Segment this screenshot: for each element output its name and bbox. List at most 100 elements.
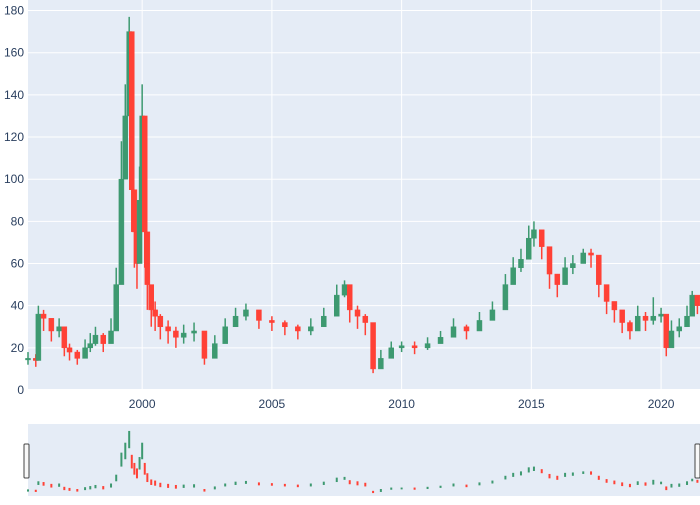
x-tick-label: 2005	[259, 397, 286, 411]
candle	[531, 221, 537, 247]
y-tick-label: 20	[11, 341, 25, 355]
candle-body	[66, 347, 73, 353]
candle-body	[165, 326, 171, 332]
candle-body	[180, 332, 187, 338]
candle	[370, 322, 376, 374]
candle	[546, 246, 553, 289]
candle-body	[526, 237, 532, 260]
candle	[282, 320, 288, 336]
candle-body	[642, 315, 649, 321]
candle-body	[222, 326, 228, 344]
candle-body	[437, 337, 444, 344]
candle-body	[658, 313, 664, 317]
candle	[476, 312, 483, 332]
candle-body	[191, 330, 197, 334]
candle-body	[113, 284, 119, 332]
candle-body	[476, 320, 483, 332]
candle	[510, 257, 516, 285]
candle-body	[295, 326, 301, 332]
y-axis-ticks: 0 20 40 60 80 100 120 140 160 180	[4, 4, 24, 397]
y-tick-label: 180	[4, 4, 24, 18]
candle-body	[546, 246, 553, 275]
candle-body	[87, 343, 94, 349]
range-slider-left-handle[interactable]	[23, 443, 30, 479]
candle-body	[554, 273, 561, 285]
candle-body	[341, 284, 348, 296]
candle	[437, 330, 444, 344]
range-slider-right-handle[interactable]	[694, 443, 700, 479]
candle-body	[201, 330, 208, 359]
candle	[588, 248, 594, 268]
candle	[113, 267, 119, 332]
candle-body	[684, 315, 690, 328]
candle-body	[378, 358, 384, 370]
y-tick-label: 120	[4, 130, 24, 144]
candle-body	[142, 115, 148, 233]
candle-body	[321, 315, 327, 328]
candle	[668, 320, 675, 349]
candle	[191, 322, 197, 342]
candle-body	[619, 309, 625, 323]
candle-body	[362, 315, 369, 323]
candle-body	[243, 309, 249, 317]
candle-body	[100, 334, 106, 344]
x-tick-label: 2000	[129, 397, 156, 411]
candle	[82, 339, 88, 359]
candle	[354, 305, 361, 329]
candle-body	[61, 326, 68, 349]
candle	[61, 326, 68, 357]
candle-body	[346, 284, 353, 311]
candle-body	[82, 347, 88, 359]
candle-body	[398, 345, 405, 349]
candle-body	[256, 309, 262, 321]
candle	[502, 274, 509, 311]
candle	[684, 305, 690, 328]
candle-body	[489, 309, 496, 321]
candle-body	[531, 229, 537, 239]
candle-body	[634, 315, 641, 332]
candle-body	[502, 284, 509, 311]
candle-body	[144, 231, 151, 285]
candle	[243, 303, 249, 321]
candles	[25, 16, 700, 374]
candle-body	[562, 267, 568, 285]
candle-body	[35, 313, 42, 361]
candle	[388, 341, 394, 359]
candle	[424, 337, 431, 350]
candle	[362, 314, 369, 336]
candle	[269, 316, 275, 331]
candle-body	[131, 189, 138, 233]
candle	[627, 320, 633, 340]
candle-body	[354, 309, 361, 317]
candle	[346, 284, 353, 323]
candle-body	[570, 263, 576, 268]
candle	[570, 255, 576, 275]
y-tick-label: 160	[4, 46, 24, 60]
candle	[562, 257, 568, 285]
candle	[35, 305, 42, 361]
candle-body	[212, 343, 218, 359]
candle-body	[580, 252, 586, 264]
candle	[173, 326, 179, 348]
candle	[180, 324, 187, 344]
candle-body	[588, 252, 594, 256]
candle-body	[627, 322, 633, 332]
candle-body	[40, 313, 47, 319]
candle	[308, 318, 314, 336]
candle	[334, 284, 340, 317]
candle	[144, 231, 151, 310]
candle-body	[668, 330, 675, 349]
candle	[40, 309, 47, 331]
candle	[526, 225, 532, 260]
candle	[108, 318, 114, 344]
candle	[603, 284, 610, 315]
candle-body	[694, 294, 700, 306]
candle	[463, 324, 470, 340]
candle	[321, 307, 327, 328]
candle	[232, 307, 239, 328]
candle	[87, 333, 94, 353]
candle	[411, 341, 418, 355]
candle-body	[663, 313, 670, 349]
candle	[48, 318, 55, 342]
